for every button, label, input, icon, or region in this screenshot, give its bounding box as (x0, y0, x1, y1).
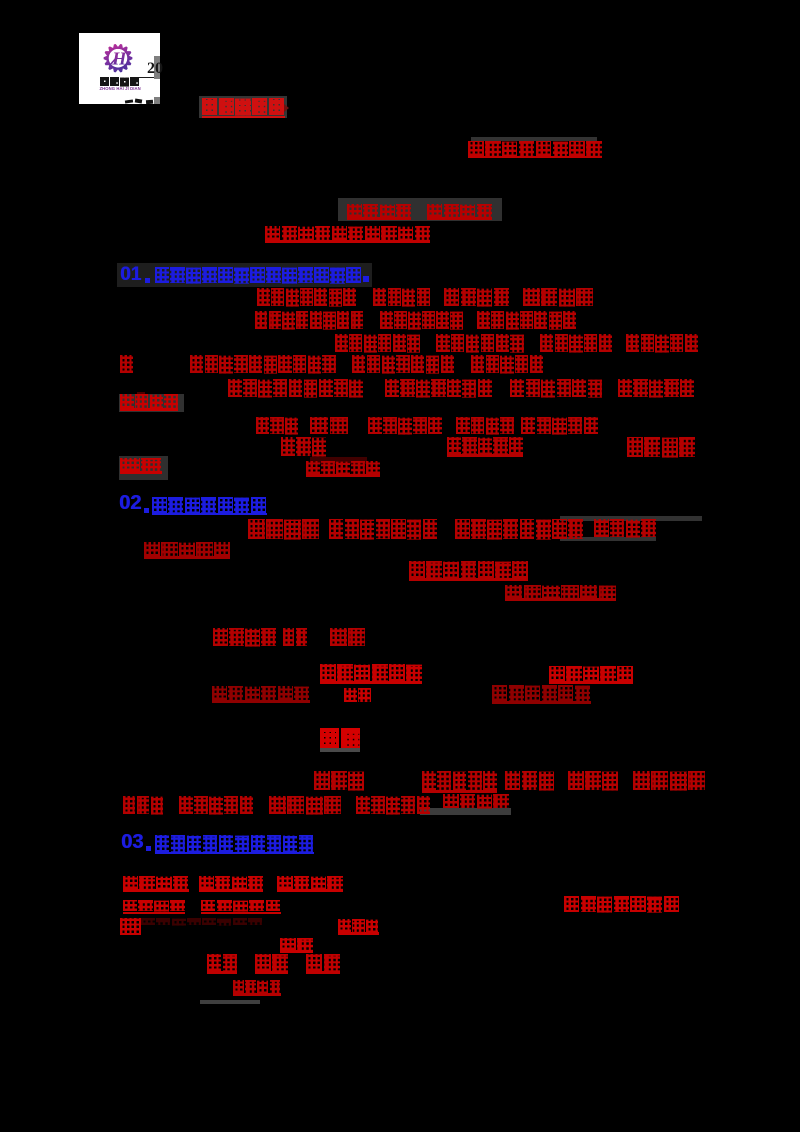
svg-text:H: H (111, 49, 127, 69)
